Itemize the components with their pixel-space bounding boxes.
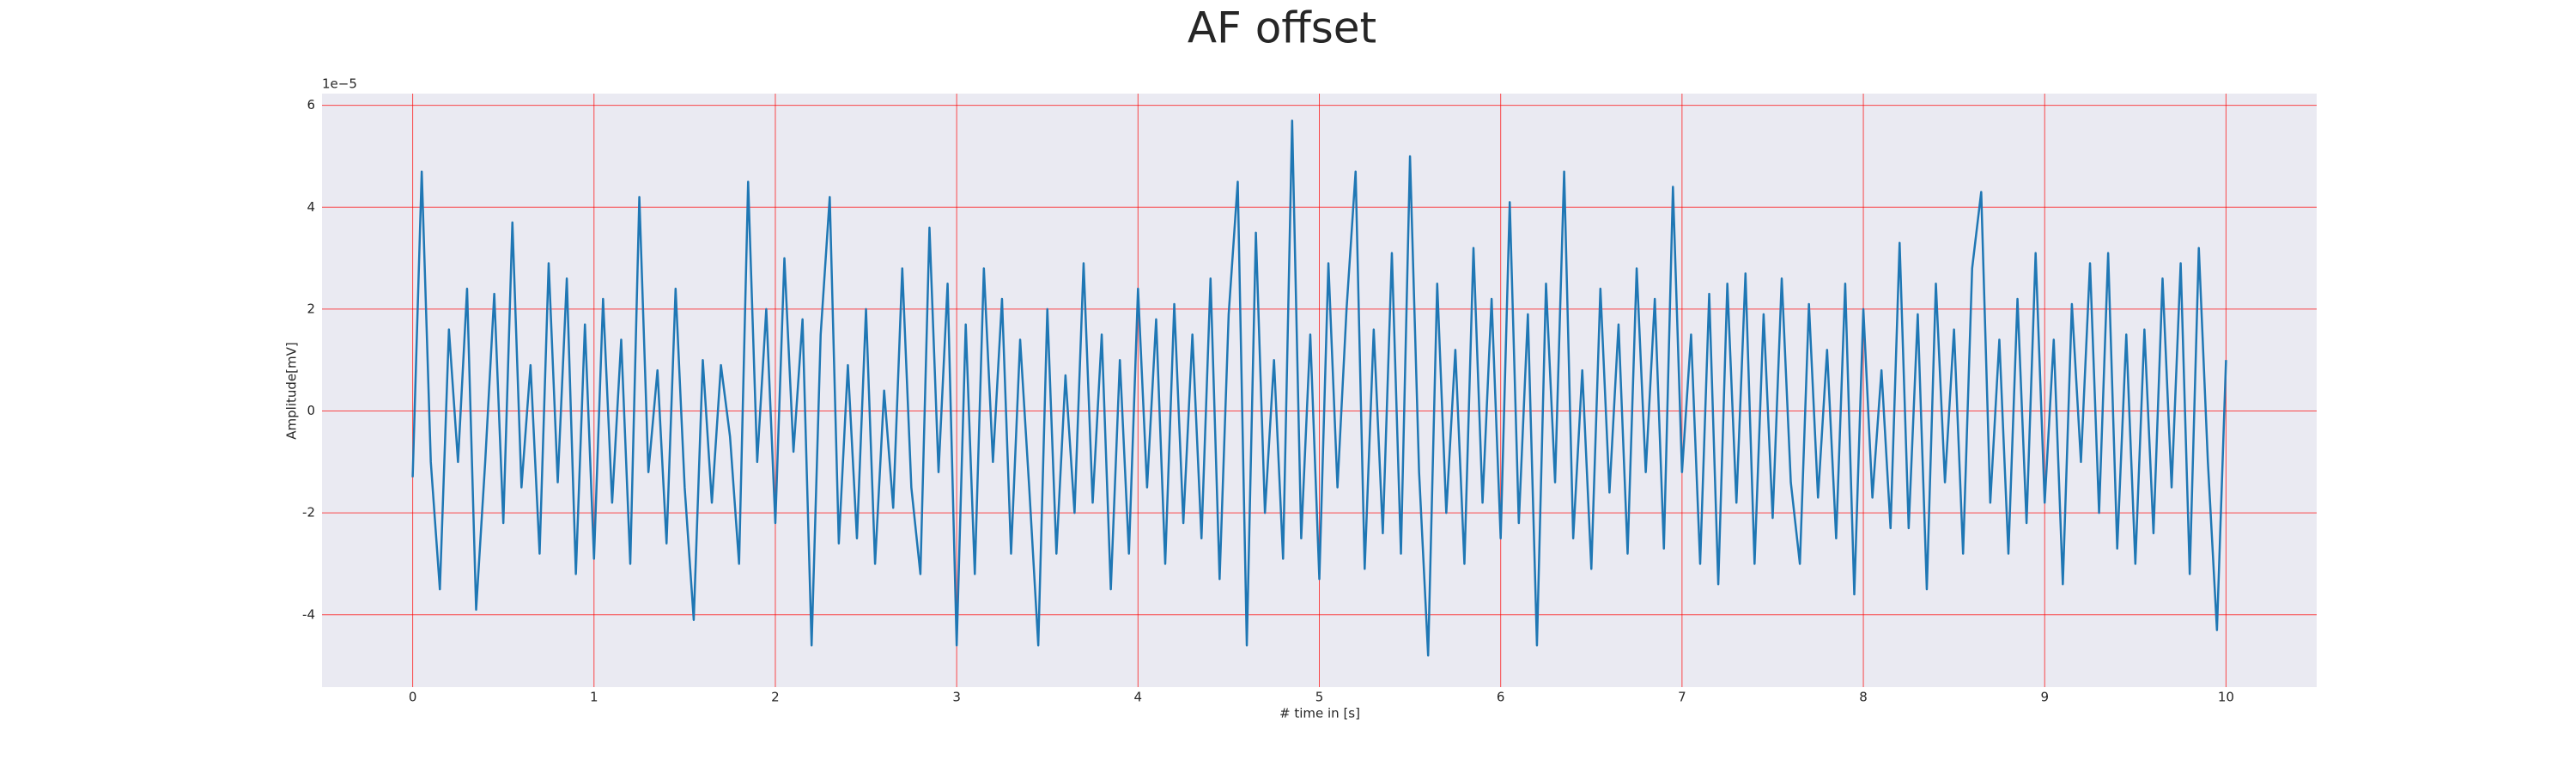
x-axis-label: # time in [s] xyxy=(1279,706,1360,721)
x-tick-label: 5 xyxy=(1315,690,1324,705)
x-tick-label: 3 xyxy=(952,690,961,705)
x-tick-label: 10 xyxy=(2218,690,2234,705)
data-line xyxy=(411,119,2227,657)
x-tick-label: 8 xyxy=(1859,690,1868,705)
y-tick-label: -2 xyxy=(302,505,315,520)
x-tick-label: 1 xyxy=(590,690,598,705)
x-tick-label: 0 xyxy=(409,690,417,705)
x-tick-label: 9 xyxy=(2040,690,2049,705)
y-tick-label: 4 xyxy=(307,199,315,215)
x-tick-label: 2 xyxy=(771,690,780,705)
y-axis-label: Amplitude[mV] xyxy=(284,342,300,439)
chart-title: AF offset xyxy=(1188,3,1376,53)
y-tick-label: -4 xyxy=(302,606,315,622)
x-tick-label: 6 xyxy=(1497,690,1505,705)
y-tick-label: 0 xyxy=(307,403,315,418)
y-tick-label: 2 xyxy=(307,301,315,316)
y-tick-label: 6 xyxy=(307,97,315,113)
y-offset-label: 1e−5 xyxy=(322,76,357,92)
x-tick-label: 4 xyxy=(1134,690,1143,705)
x-tick-label: 7 xyxy=(1678,690,1686,705)
